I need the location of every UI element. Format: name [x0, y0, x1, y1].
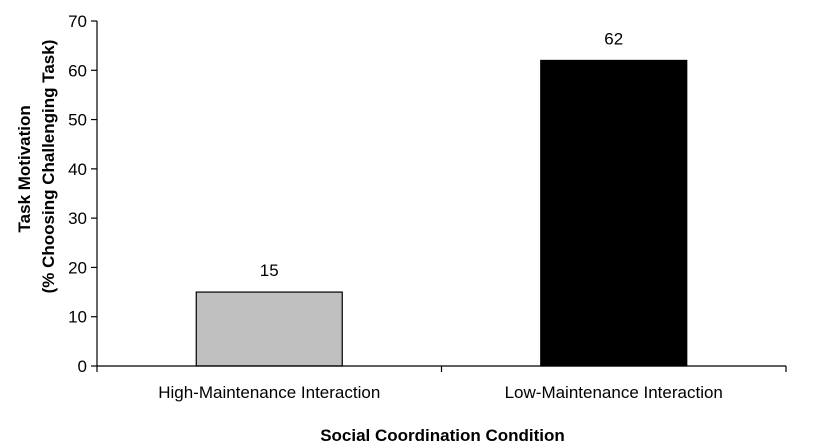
y-axis-ticks: 0 10 20 30 40 50 60 70: [68, 12, 97, 376]
bar: [540, 59, 688, 367]
y-axis-title: Task Motivation (% Choosing Challenging …: [15, 40, 58, 294]
x-category-label: Low-Maintenance Interaction: [505, 383, 723, 402]
x-axis-categories: High-Maintenance Interaction Low-Maintena…: [96, 366, 787, 402]
bar-data-label: 62: [604, 29, 623, 48]
y-tick-label: 10: [68, 308, 87, 327]
bar-data-label: 15: [260, 261, 279, 280]
x-category-label: High-Maintenance Interaction: [158, 383, 380, 402]
y-tick-label: 30: [68, 209, 87, 228]
bars: [195, 59, 688, 367]
y-tick-label: 50: [68, 111, 87, 130]
y-tick-label: 70: [68, 12, 87, 31]
x-axis-title: Social Coordination Condition: [320, 426, 565, 445]
y-tick-label: 0: [78, 357, 87, 376]
y-tick-label: 40: [68, 160, 87, 179]
y-tick-label: 60: [68, 61, 87, 80]
y-axis-title-line-1: Task Motivation: [15, 105, 34, 232]
bar: [195, 291, 343, 367]
y-tick-label: 20: [68, 258, 87, 277]
y-axis-title-line-2: (% Choosing Challenging Task): [39, 40, 58, 294]
